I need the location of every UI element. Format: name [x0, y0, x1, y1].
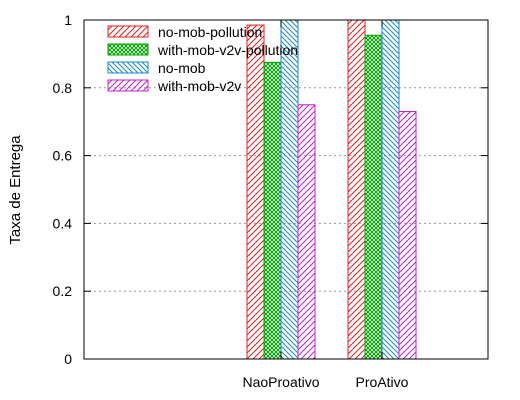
y-tick-label: 0.2	[53, 283, 73, 299]
bar-no-mob-pollution-ProAtivo	[347, 19, 366, 360]
y-tick-label: 0	[64, 351, 72, 367]
bar-with-mob-v2v-NaoProativo	[297, 104, 316, 360]
bar-with-mob-v2v-ProAtivo	[398, 111, 417, 360]
legend-swatch-no-mob	[107, 61, 149, 74]
y-tick-label: 0.4	[53, 215, 73, 231]
bar-with-mob-v2v-pollution-ProAtivo	[364, 34, 383, 360]
y-tick-label: 0.6	[53, 148, 73, 164]
legend-label-with-mob-v2v: with-mob-v2v	[157, 78, 241, 94]
legend-swatch-with-mob-v2v-pollution	[107, 43, 149, 56]
bar-with-mob-v2v-pollution-NaoProativo	[263, 61, 282, 360]
plot-frame	[83, 19, 489, 360]
axis-ticks: 0 0.2 0.4 0.6 0.8 1 NaoProativo ProAtivo	[53, 12, 488, 390]
legend: no-mob-pollution with-mob-v2v-pollution no…	[107, 24, 298, 94]
legend-label-with-mob-v2v-pollution: with-mob-v2v-pollution	[157, 42, 298, 58]
legend-swatch-with-mob-v2v	[107, 79, 149, 92]
bar-no-mob-pollution-NaoProativo	[246, 24, 265, 360]
x-tick-label: ProAtivo	[356, 374, 409, 390]
x-tick-label: NaoProativo	[242, 374, 319, 390]
bar-no-mob-NaoProativo	[280, 19, 299, 360]
legend-label-no-mob: no-mob	[158, 60, 206, 76]
bar-no-mob-ProAtivo	[381, 19, 400, 360]
y-axis-label: Taxa de Entrega	[7, 135, 24, 245]
legend-label-no-mob-pollution: no-mob-pollution	[158, 24, 262, 40]
y-tick-label: 1	[64, 12, 72, 28]
legend-swatch-no-mob-pollution	[107, 25, 149, 38]
bars	[246, 19, 417, 360]
y-tick-label: 0.8	[53, 80, 73, 96]
